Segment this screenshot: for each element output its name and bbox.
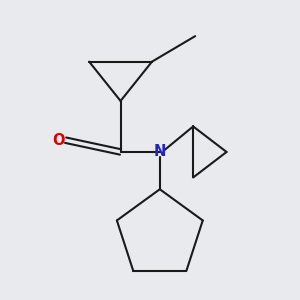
Text: N: N <box>154 145 166 160</box>
Text: O: O <box>52 133 65 148</box>
